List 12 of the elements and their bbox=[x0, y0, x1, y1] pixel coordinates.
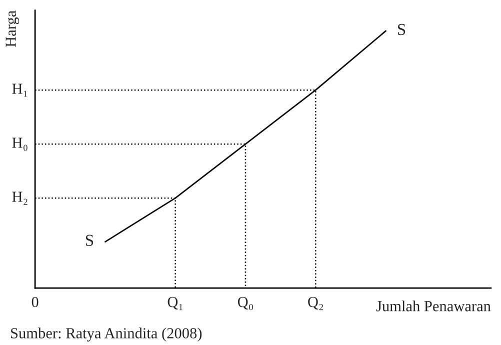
x-tick-label: Q₀ bbox=[238, 296, 253, 310]
text: S bbox=[398, 24, 406, 36]
text: Sumber: Ratya Anindita (2008) bbox=[11, 328, 202, 342]
x-axis-title: Jumlah Penawaran bbox=[376, 300, 491, 312]
annotation: H₂ bbox=[12, 192, 28, 205]
annotation: H₀ bbox=[12, 138, 28, 151]
y-axis-title: Harga bbox=[6, 10, 20, 47]
x-tick-label: Q₁ bbox=[168, 296, 182, 310]
series-label: S bbox=[86, 234, 94, 246]
annotation: H₁ bbox=[12, 84, 28, 97]
x-tick-label: Q₂ bbox=[308, 296, 323, 310]
x-tick-label: 0 bbox=[32, 296, 38, 308]
